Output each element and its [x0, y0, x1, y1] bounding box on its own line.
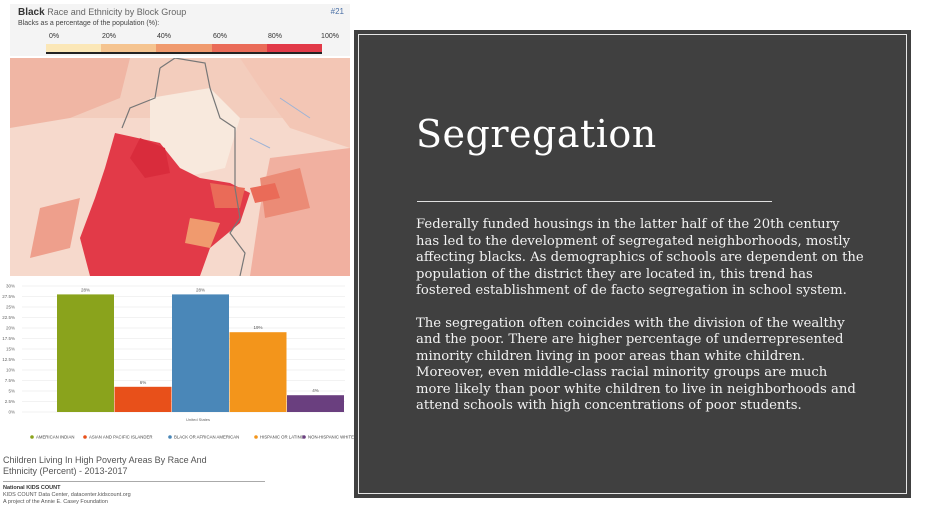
legend-tick: 0%	[48, 33, 60, 40]
chart-caption: Children Living In High Poverty Areas By…	[3, 455, 303, 477]
map-title: Black Race and Ethnicity by Block Group	[18, 7, 186, 18]
legend-tick: 60%	[212, 33, 228, 40]
chart-legend-marker	[302, 435, 306, 439]
chart-legend-label: ASIAN AND PACIFIC ISLANDER	[89, 435, 152, 440]
chart-bar	[287, 395, 344, 412]
chart-x-group-label: United States	[186, 417, 210, 422]
chart-legend-label: NON-HISPANIC WHITE	[308, 435, 354, 440]
map-legend-colorbar	[46, 44, 323, 53]
bar-chart-svg: 30% 27.5% 25% 22.5% 20% 17.5% 15% 12.5% 10% 7.5% 5…	[2, 284, 354, 440]
chart-y-tick-label: 2.5%	[5, 399, 15, 404]
caption-divider	[3, 481, 265, 482]
chart-y-tick-label: 5%	[8, 389, 15, 394]
legend-swatch	[211, 44, 267, 53]
chart-data-label: 19%	[253, 325, 262, 330]
chart-bar	[172, 294, 229, 412]
credit-line-2: KIDS COUNT Data Center, datacenter.kidsc…	[3, 492, 131, 498]
slide-heading: Segregation	[416, 112, 657, 156]
chart-legend-label: HISPANIC OR LATINO	[260, 435, 305, 440]
legend-swatch	[46, 44, 102, 53]
map-legend-ticks: 0% 20% 40% 60% 80% 100%	[40, 33, 339, 43]
panel-border	[358, 34, 907, 494]
chart-y-tick-label: 10%	[6, 368, 15, 373]
chart-data-label: 4%	[312, 388, 319, 393]
left-image-column: Black Race and Ethnicity by Block Group …	[0, 0, 355, 522]
map-title-bold: Black	[18, 7, 45, 18]
map-graphic	[10, 58, 350, 276]
body-paragraph-1: Federally funded housings in the latter …	[416, 217, 864, 298]
legend-tick: 20%	[101, 33, 117, 40]
chart-data-label: 28%	[196, 287, 205, 292]
chart-y-tick-label: 0%	[8, 410, 15, 415]
chart-bar	[57, 294, 114, 412]
map-id-label: #21	[330, 7, 344, 16]
chart-y-tick-label: 22.5%	[2, 315, 15, 320]
chart-legend-marker	[30, 435, 34, 439]
map-header: Black Race and Ethnicity by Block Group …	[10, 4, 350, 56]
map-legend-title: Blacks as a percentage of the population…	[18, 20, 160, 27]
chart-y-tick-label: 20%	[6, 326, 15, 331]
text-panel: Segregation Federally funded housings in…	[354, 30, 911, 498]
chart-legend: AMERICAN INDIAN ASIAN AND PACIFIC ISLANDE…	[30, 435, 354, 440]
chart-bar	[229, 332, 287, 412]
map-title-subtitle: Race and Ethnicity by Block Group	[47, 7, 187, 17]
choropleth-map	[10, 58, 350, 276]
chart-legend-label: AMERICAN INDIAN	[36, 435, 74, 440]
credit-line-3: A project of the Annie E. Casey Foundati…	[3, 499, 108, 505]
legend-tick: 40%	[156, 33, 172, 40]
chart-y-tick-label: 15%	[6, 347, 15, 352]
chart-data-label: 28%	[81, 287, 90, 292]
chart-bar	[114, 386, 172, 412]
chart-legend-marker	[83, 435, 87, 439]
legend-swatch	[101, 44, 157, 53]
chart-y-tick-label: 7.5%	[5, 378, 15, 383]
chart-y-tick-label: 27.5%	[2, 294, 15, 299]
slide-body: Federally funded housings in the latter …	[416, 217, 866, 431]
legend-slider-track	[46, 52, 322, 54]
chart-legend-label: BLACK OR AFRICAN AMERICAN	[174, 435, 239, 440]
chart-y-axis: 30% 27.5% 25% 22.5% 20% 17.5% 15% 12.5% 10% 7.5% 5…	[2, 284, 15, 415]
bar-chart: 30% 27.5% 25% 22.5% 20% 17.5% 15% 12.5% 10% 7.5% 5…	[0, 278, 355, 448]
chart-legend-marker	[168, 435, 172, 439]
body-paragraph-2: The segregation often coincides with the…	[416, 315, 856, 414]
chart-y-tick-label: 17.5%	[2, 336, 15, 341]
chart-y-tick-label: 25%	[6, 305, 15, 310]
chart-y-tick-label: 12.5%	[2, 357, 15, 362]
chart-bars	[57, 294, 344, 412]
legend-tick: 80%	[267, 33, 283, 40]
caption-line-2: Ethnicity (Percent) - 2013-2017	[3, 466, 128, 476]
credit-org: National KIDS COUNT	[3, 485, 61, 491]
chart-legend-marker	[254, 435, 258, 439]
chart-data-labels: 28% 6% 28% 19% 4%	[81, 287, 319, 393]
legend-swatch	[156, 44, 212, 53]
chart-data-label: 6%	[140, 380, 147, 385]
legend-swatch	[266, 44, 323, 53]
legend-tick: 100%	[321, 33, 339, 40]
heading-divider	[417, 201, 772, 202]
caption-line-1: Children Living In High Poverty Areas By…	[3, 455, 207, 465]
chart-y-tick-label: 30%	[6, 284, 15, 289]
source-credit: National KIDS COUNT KIDS COUNT Data Cent…	[3, 485, 131, 506]
